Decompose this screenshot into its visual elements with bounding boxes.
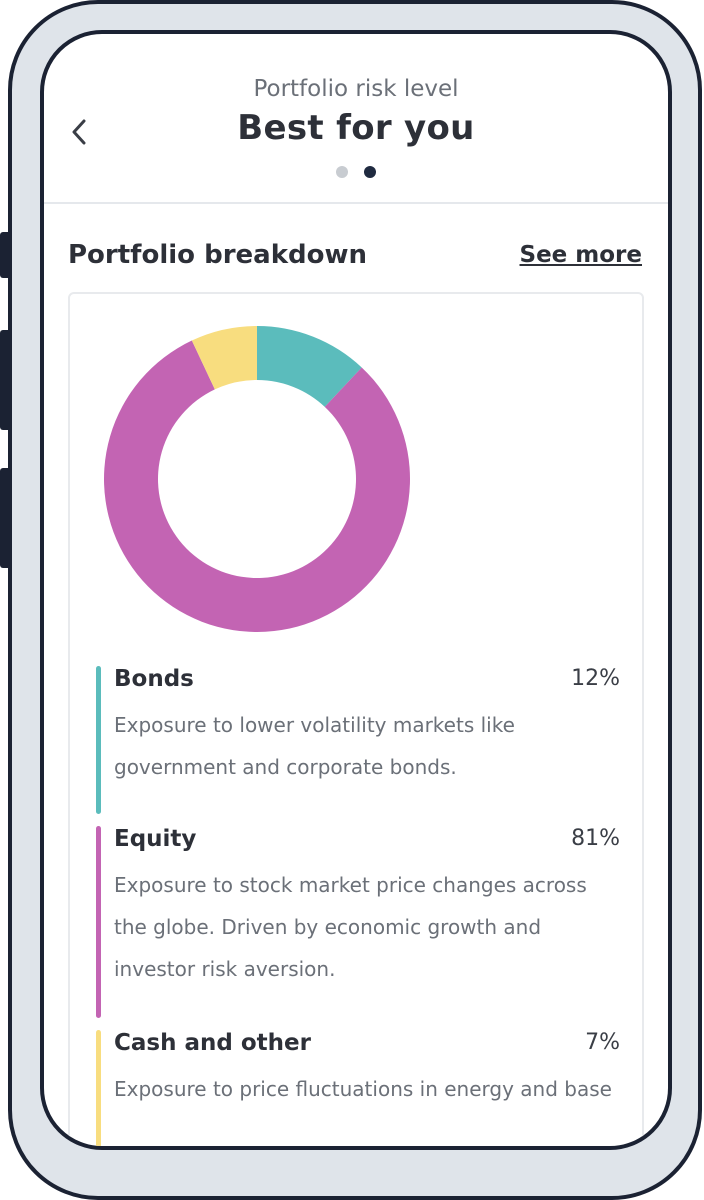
pagination-dots: [44, 166, 668, 178]
header: Portfolio risk level Best for you: [44, 34, 668, 204]
item-description: Exposure to stock market price changes a…: [114, 873, 587, 981]
color-bar: [96, 666, 101, 814]
chevron-left-icon: [72, 119, 86, 145]
breakdown-card: Bonds 12% Exposure to lower volatility m…: [68, 292, 644, 1146]
donut-slice-equity: [104, 340, 410, 632]
item-description: Exposure to price fluctuations in energy…: [114, 1077, 612, 1101]
section-title: Portfolio breakdown: [68, 240, 367, 270]
donut-chart: [104, 326, 410, 632]
item-name: Cash and other: [114, 1030, 311, 1056]
color-bar: [96, 1030, 101, 1146]
donut-slice-cash-and-other: [191, 326, 257, 390]
phone-screen: Portfolio risk level Best for you Portfo…: [40, 30, 672, 1150]
back-button[interactable]: [64, 112, 94, 152]
item-percent: 12%: [571, 666, 620, 691]
allocation-item-bonds: Bonds 12% Exposure to lower volatility m…: [96, 666, 620, 814]
allocation-item-equity: Equity 81% Exposure to stock market pric…: [96, 826, 620, 1018]
color-bar: [96, 826, 101, 1018]
phone-side-button: [0, 232, 12, 278]
phone-side-button: [0, 468, 12, 568]
pagination-dot-active[interactable]: [364, 166, 376, 178]
donut-slice-bonds: [257, 326, 362, 407]
allocation-item-cash-and-other: Cash and other 7% Exposure to price fluc…: [96, 1030, 620, 1146]
item-name: Bonds: [114, 666, 194, 692]
item-percent: 81%: [571, 826, 620, 851]
pagination-dot[interactable]: [336, 166, 348, 178]
see-more-link[interactable]: See more: [519, 242, 642, 268]
page-title: Best for you: [237, 108, 475, 148]
item-name: Equity: [114, 826, 197, 852]
phone-side-button: [0, 330, 12, 430]
item-percent: 7%: [585, 1030, 620, 1055]
item-description: Exposure to lower volatility markets lik…: [114, 713, 515, 779]
page-subtitle: Portfolio risk level: [253, 76, 459, 102]
